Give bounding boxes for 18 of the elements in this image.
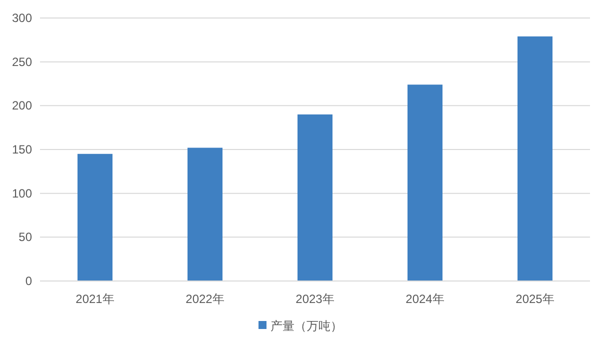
bar <box>298 114 332 281</box>
y-tick-label: 150 <box>12 142 32 156</box>
bar <box>78 154 112 281</box>
x-tick-label: 2023年 <box>296 292 334 306</box>
y-tick-label: 0 <box>25 274 32 288</box>
y-tick-label: 200 <box>12 98 32 113</box>
x-tick-label: 2025年 <box>516 292 554 306</box>
bar <box>408 84 442 281</box>
x-tick-label: 2021年 <box>76 292 114 306</box>
x-tick-label: 2024年 <box>406 292 444 306</box>
x-tick-label: 2022年 <box>186 292 224 306</box>
y-tick-label: 50 <box>18 230 32 244</box>
y-tick-label: 300 <box>12 11 32 25</box>
y-tick-label: 250 <box>12 54 32 69</box>
y-tick-label: 100 <box>12 186 32 200</box>
legend-label: 产量（万吨） <box>270 319 342 333</box>
bar <box>518 36 552 281</box>
bar <box>188 148 222 281</box>
